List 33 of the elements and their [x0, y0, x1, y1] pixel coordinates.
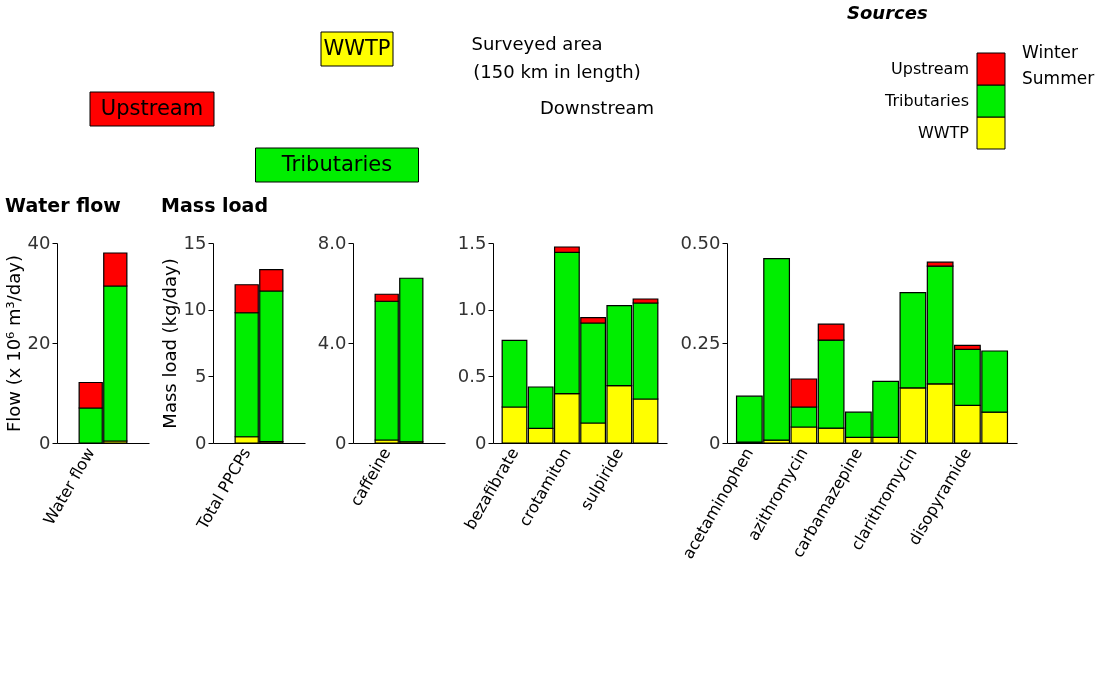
text: Surveyed area	[471, 33, 603, 54]
text: Winter	[1022, 42, 1079, 62]
legend-label: Tributaries	[883, 91, 969, 110]
y-tick-label: 0	[195, 431, 207, 453]
y-axis-title: Flow (x 10⁶ m³/day)	[2, 255, 24, 432]
y-tick-label: 15	[183, 231, 207, 253]
text: (150 km in length)	[473, 61, 641, 82]
y-tick-label: 1.5	[457, 231, 487, 253]
text: Summer	[1022, 68, 1095, 88]
chart-title: Mass load	[161, 194, 269, 216]
text: WWTP	[323, 36, 391, 60]
y-tick-label: 20	[27, 331, 51, 353]
legend-label: WWTP	[917, 123, 970, 142]
y-tick-label: 0.50	[680, 231, 721, 253]
y-tick-label: 5	[195, 364, 207, 386]
y-tick-label: 1.0	[457, 298, 487, 320]
text: Upstream	[100, 96, 204, 120]
text: Downstream	[539, 97, 655, 118]
y-tick-label: 0.25	[680, 331, 721, 353]
y-tick-label: 0.5	[457, 364, 487, 386]
y-tick-label: 0	[709, 431, 721, 453]
y-tick-label: 4.0	[317, 331, 347, 353]
chart-title: Water flow	[5, 194, 121, 216]
text: Tributaries	[280, 152, 393, 176]
y-tick-label: 0	[39, 431, 51, 453]
y-tick-label: 8.0	[317, 231, 347, 253]
y-axis-title: Mass load (kg/day)	[158, 258, 180, 429]
y-tick-label: 0	[335, 431, 347, 453]
legend-label: Upstream	[891, 59, 969, 78]
legend-title: Sources	[847, 2, 928, 23]
y-tick-label: 10	[183, 298, 207, 320]
y-tick-label: 0	[475, 431, 487, 453]
y-tick-label: 40	[27, 231, 51, 253]
